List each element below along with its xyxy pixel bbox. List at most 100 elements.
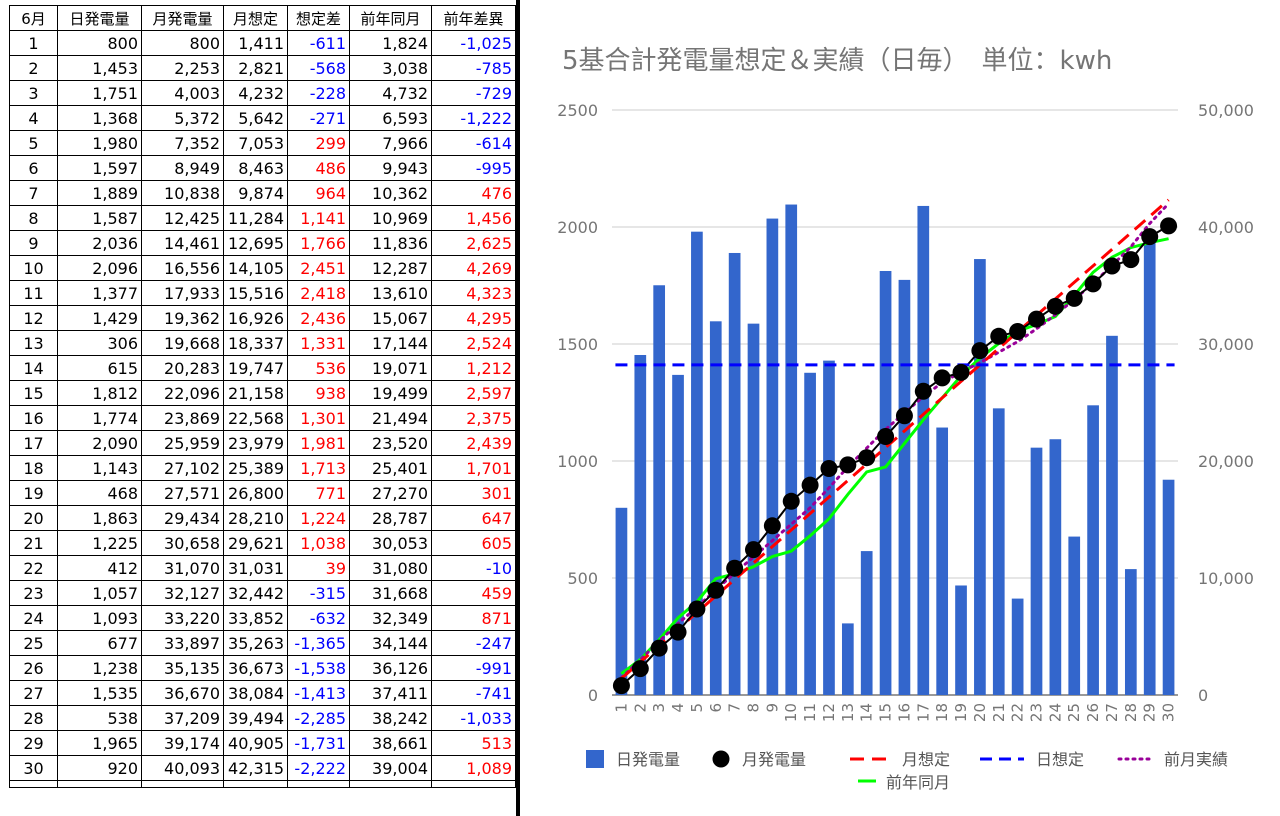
cell-forecast-diff[interactable]: 1,981 <box>287 430 350 456</box>
cell-daily-generation[interactable]: 677 <box>57 630 142 656</box>
cell-prev-year[interactable]: 10,362 <box>349 180 432 206</box>
cell-day[interactable]: 29 <box>9 730 58 756</box>
cell-forecast-diff[interactable]: -1,365 <box>287 630 350 656</box>
cell-prev-year-diff[interactable]: 2,439 <box>431 430 516 456</box>
cell-prev-year-diff[interactable]: -247 <box>431 630 516 656</box>
cell-day[interactable]: 5 <box>9 130 58 156</box>
cell-forecast-diff[interactable]: 771 <box>287 480 350 506</box>
cell-prev-year-diff[interactable]: 2,524 <box>431 330 516 356</box>
cell-monthly-generation[interactable]: 10,838 <box>141 180 224 206</box>
cell-day[interactable]: 9 <box>9 230 58 256</box>
cell-monthly-generation[interactable]: 800 <box>141 30 224 56</box>
cell-day[interactable]: 30 <box>9 755 58 781</box>
cell-prev-year-diff[interactable]: 1,212 <box>431 355 516 381</box>
cell-monthly-generation[interactable]: 17,933 <box>141 280 224 306</box>
cell-prev-year-diff[interactable]: -1,033 <box>431 705 516 731</box>
cell-monthly-generation[interactable]: 12,425 <box>141 205 224 231</box>
cell-monthly-forecast[interactable]: 35,263 <box>223 630 288 656</box>
cell-empty[interactable] <box>57 780 142 788</box>
cell-prev-year[interactable]: 38,661 <box>349 730 432 756</box>
cell-day[interactable]: 8 <box>9 205 58 231</box>
cell-day[interactable]: 27 <box>9 680 58 706</box>
cell-prev-year-diff[interactable]: -741 <box>431 680 516 706</box>
header-monthly-generation[interactable]: 月発電量 <box>141 5 224 31</box>
cell-monthly-generation[interactable]: 31,070 <box>141 555 224 581</box>
header-monthly-forecast[interactable]: 月想定 <box>223 5 288 31</box>
cell-daily-generation[interactable]: 615 <box>57 355 142 381</box>
cell-daily-generation[interactable]: 800 <box>57 30 142 56</box>
cell-day[interactable]: 15 <box>9 380 58 406</box>
cell-day[interactable]: 26 <box>9 655 58 681</box>
cell-daily-generation[interactable]: 538 <box>57 705 142 731</box>
cell-monthly-generation[interactable]: 16,556 <box>141 255 224 281</box>
cell-day[interactable]: 25 <box>9 630 58 656</box>
cell-monthly-forecast[interactable]: 36,673 <box>223 655 288 681</box>
cell-day[interactable]: 10 <box>9 255 58 281</box>
cell-daily-generation[interactable]: 1,225 <box>57 530 142 556</box>
cell-prev-year[interactable]: 23,520 <box>349 430 432 456</box>
cell-monthly-forecast[interactable]: 9,874 <box>223 180 288 206</box>
cell-forecast-diff[interactable]: -1,413 <box>287 680 350 706</box>
cell-monthly-generation[interactable]: 30,658 <box>141 530 224 556</box>
cell-prev-year[interactable]: 31,080 <box>349 555 432 581</box>
cell-forecast-diff[interactable]: 299 <box>287 130 350 156</box>
cell-forecast-diff[interactable]: 2,436 <box>287 305 350 331</box>
cell-prev-year[interactable]: 28,787 <box>349 505 432 531</box>
cell-prev-year-diff[interactable]: -995 <box>431 155 516 181</box>
cell-day[interactable]: 3 <box>9 80 58 106</box>
cell-day[interactable]: 11 <box>9 280 58 306</box>
cell-daily-generation[interactable]: 2,090 <box>57 430 142 456</box>
cell-prev-year-diff[interactable]: -729 <box>431 80 516 106</box>
cell-empty[interactable] <box>223 780 288 788</box>
cell-prev-year[interactable]: 9,943 <box>349 155 432 181</box>
cell-monthly-generation[interactable]: 29,434 <box>141 505 224 531</box>
cell-forecast-diff[interactable]: 39 <box>287 555 350 581</box>
cell-prev-year-diff[interactable]: 605 <box>431 530 516 556</box>
cell-prev-year-diff[interactable]: 2,375 <box>431 405 516 431</box>
cell-monthly-generation[interactable]: 32,127 <box>141 580 224 606</box>
cell-monthly-generation[interactable]: 8,949 <box>141 155 224 181</box>
cell-prev-year[interactable]: 31,668 <box>349 580 432 606</box>
cell-daily-generation[interactable]: 1,057 <box>57 580 142 606</box>
cell-prev-year-diff[interactable]: 476 <box>431 180 516 206</box>
cell-day[interactable]: 21 <box>9 530 58 556</box>
cell-day[interactable]: 14 <box>9 355 58 381</box>
cell-prev-year[interactable]: 27,270 <box>349 480 432 506</box>
cell-prev-year-diff[interactable]: 4,323 <box>431 280 516 306</box>
cell-daily-generation[interactable]: 1,751 <box>57 80 142 106</box>
cell-forecast-diff[interactable]: -2,285 <box>287 705 350 731</box>
cell-monthly-generation[interactable]: 37,209 <box>141 705 224 731</box>
cell-monthly-generation[interactable]: 33,897 <box>141 630 224 656</box>
cell-prev-year[interactable]: 36,126 <box>349 655 432 681</box>
cell-monthly-forecast[interactable]: 40,905 <box>223 730 288 756</box>
cell-daily-generation[interactable]: 1,535 <box>57 680 142 706</box>
cell-monthly-generation[interactable]: 5,372 <box>141 105 224 131</box>
cell-empty[interactable] <box>9 780 58 788</box>
cell-monthly-forecast[interactable]: 29,621 <box>223 530 288 556</box>
cell-day[interactable]: 6 <box>9 155 58 181</box>
cell-monthly-generation[interactable]: 20,283 <box>141 355 224 381</box>
cell-prev-year[interactable]: 38,242 <box>349 705 432 731</box>
cell-forecast-diff[interactable]: -2,222 <box>287 755 350 781</box>
cell-prev-year-diff[interactable]: 1,701 <box>431 455 516 481</box>
cell-daily-generation[interactable]: 1,863 <box>57 505 142 531</box>
cell-forecast-diff[interactable]: -611 <box>287 30 350 56</box>
cell-prev-year[interactable]: 32,349 <box>349 605 432 631</box>
cell-daily-generation[interactable]: 1,587 <box>57 205 142 231</box>
cell-prev-year-diff[interactable]: -991 <box>431 655 516 681</box>
cell-monthly-forecast[interactable]: 26,800 <box>223 480 288 506</box>
cell-prev-year[interactable]: 13,610 <box>349 280 432 306</box>
cell-monthly-forecast[interactable]: 7,053 <box>223 130 288 156</box>
cell-forecast-diff[interactable]: 1,224 <box>287 505 350 531</box>
cell-daily-generation[interactable]: 920 <box>57 755 142 781</box>
cell-monthly-forecast[interactable]: 11,284 <box>223 205 288 231</box>
cell-monthly-generation[interactable]: 7,352 <box>141 130 224 156</box>
cell-forecast-diff[interactable]: -568 <box>287 55 350 81</box>
cell-monthly-forecast[interactable]: 23,979 <box>223 430 288 456</box>
cell-prev-year[interactable]: 11,836 <box>349 230 432 256</box>
cell-monthly-generation[interactable]: 25,959 <box>141 430 224 456</box>
cell-forecast-diff[interactable]: 1,038 <box>287 530 350 556</box>
cell-monthly-forecast[interactable]: 8,463 <box>223 155 288 181</box>
cell-day[interactable]: 24 <box>9 605 58 631</box>
cell-prev-year-diff[interactable]: 4,269 <box>431 255 516 281</box>
